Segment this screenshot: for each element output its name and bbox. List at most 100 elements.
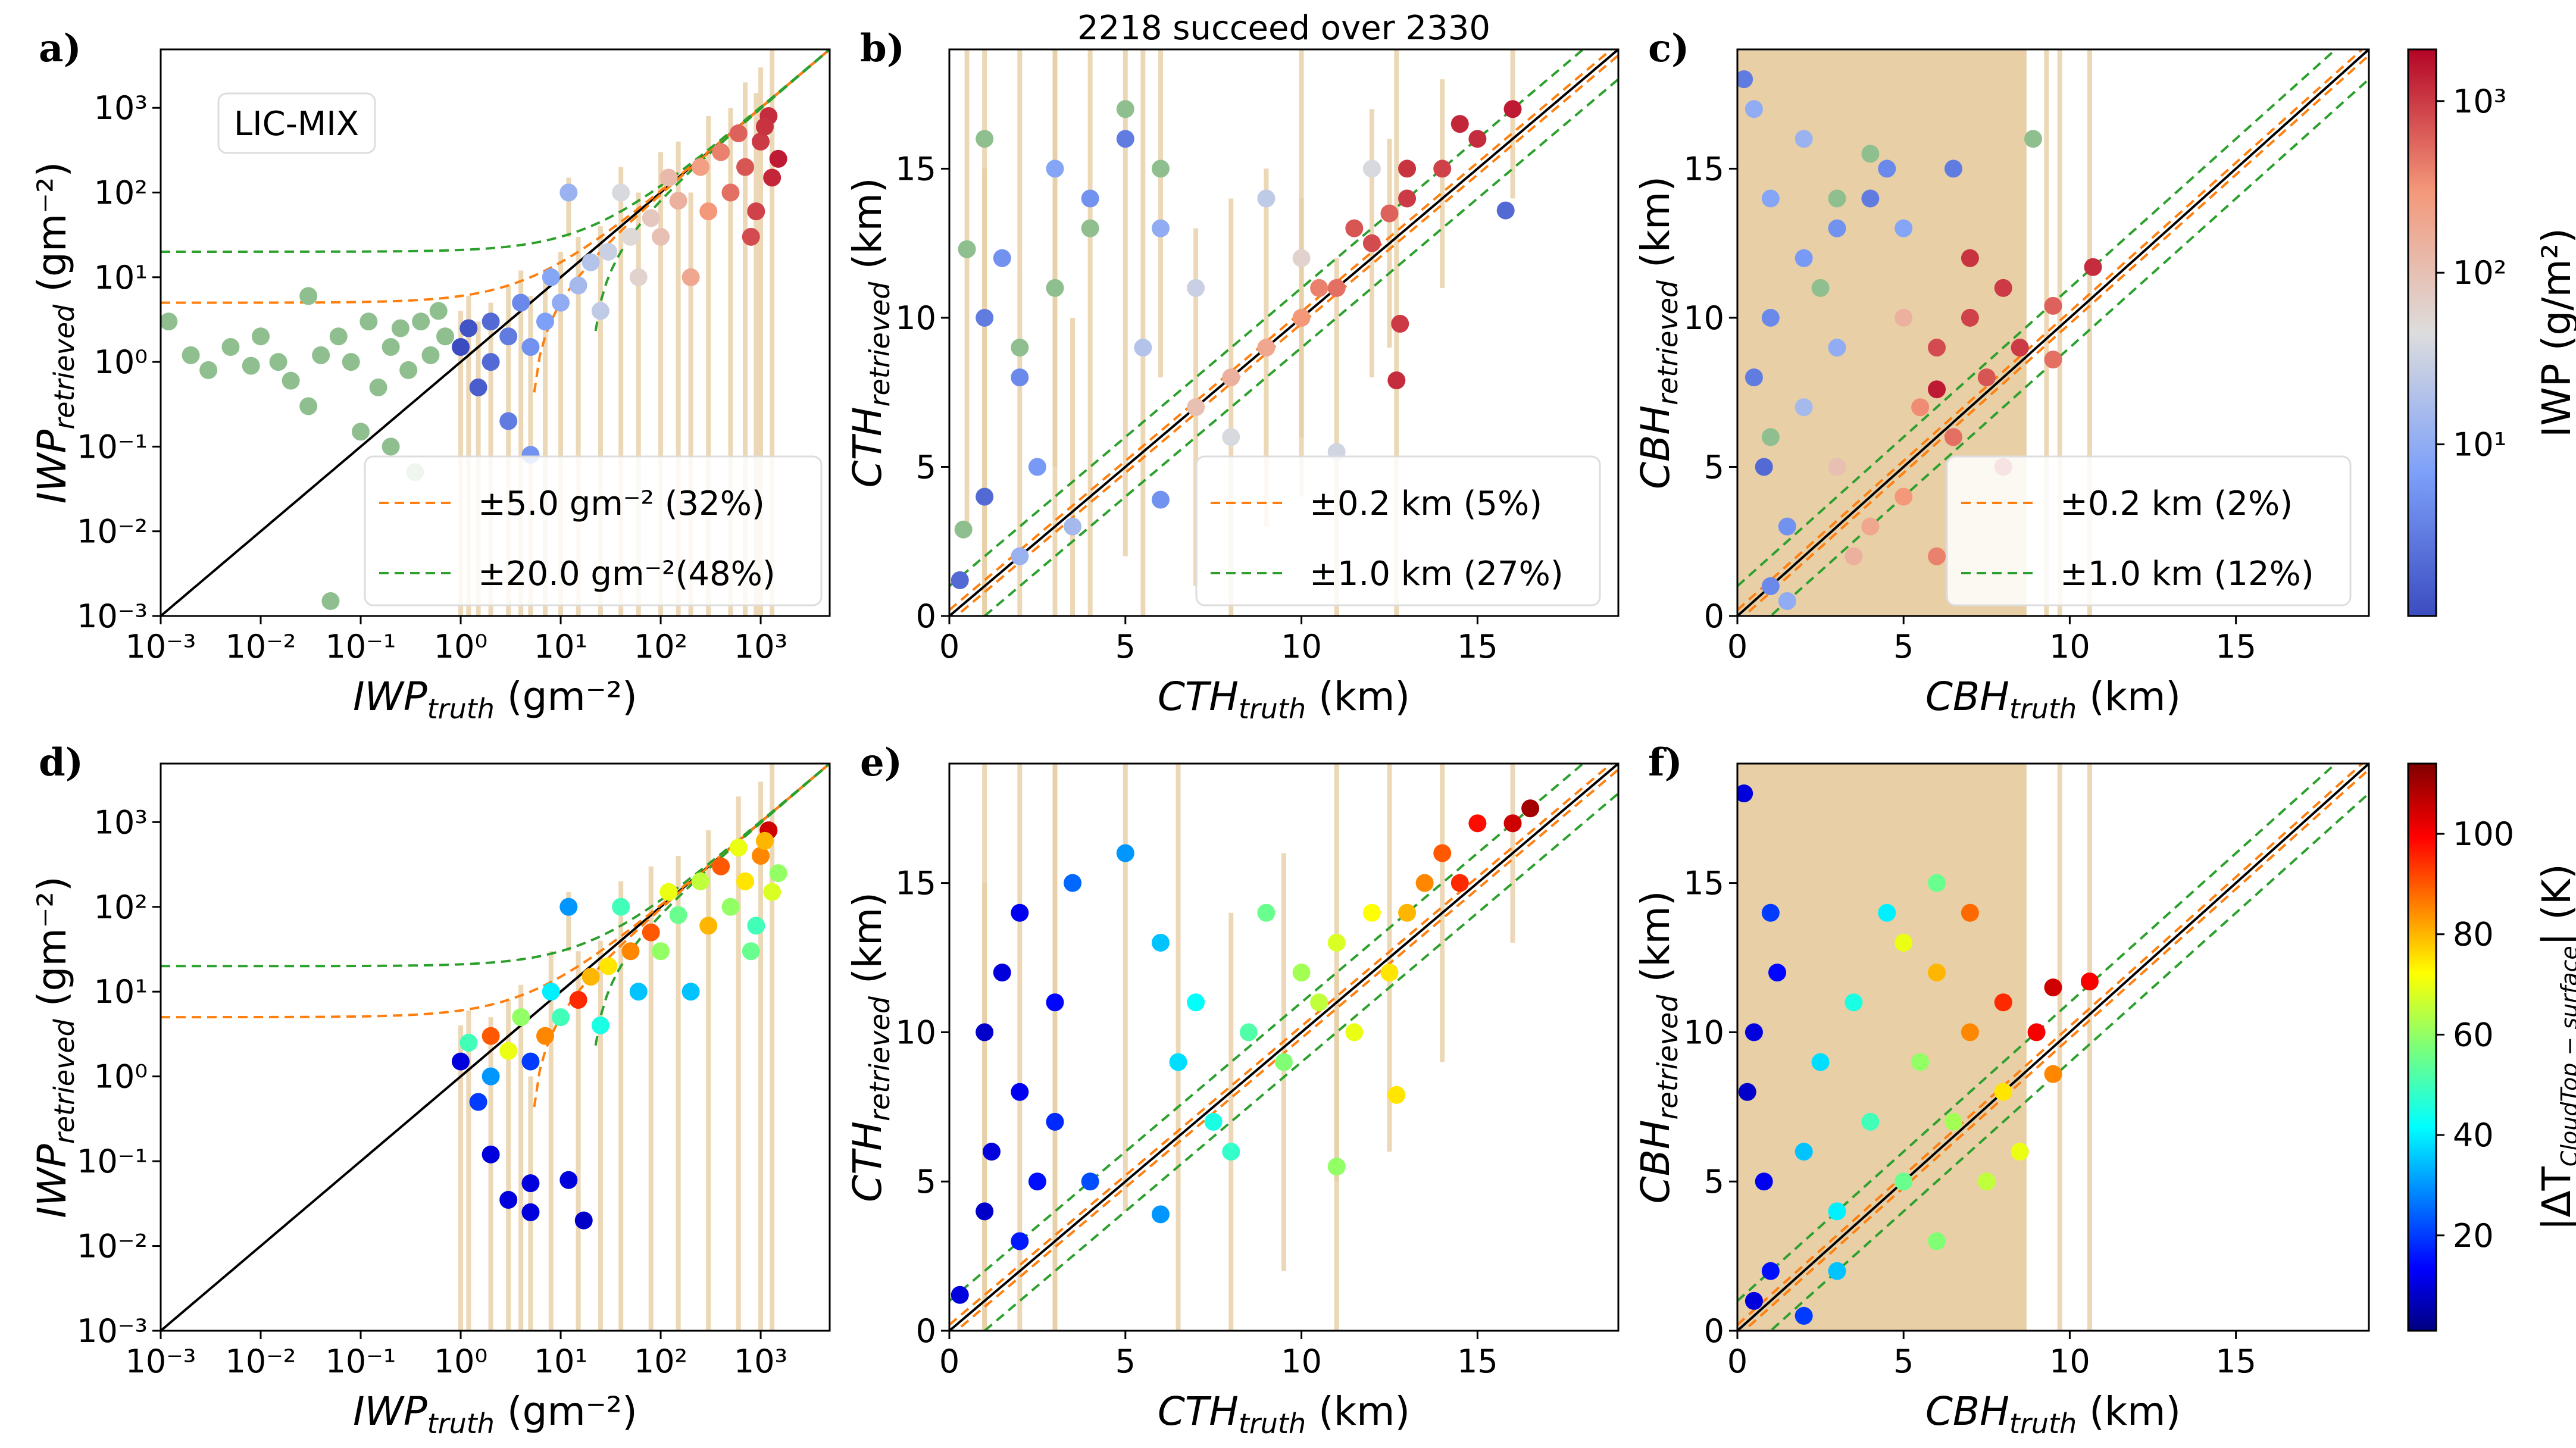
data-point [1011,368,1029,387]
legend: ±0.2 km (5%) ±1.0 km (27%) [1195,455,1601,606]
data-point [659,168,678,187]
data-point [1828,1202,1846,1221]
y-tick-label: 10¹ [94,259,148,296]
data-point [582,968,600,986]
data-point [1755,458,1773,476]
x-tick-label: 10⁻³ [126,628,196,665]
data-point [976,1202,994,1221]
data-point [2044,351,2062,369]
legend-label: ±20.0 gm⁻²(48%) [478,555,776,593]
data-point [1761,428,1780,446]
data-point [1778,592,1796,610]
data-point [512,1008,530,1027]
x-tick-label: 10⁻¹ [326,628,396,665]
data-point [342,353,360,371]
data-point [681,268,700,286]
data-point [736,158,755,176]
x-tick-label: 5 [1893,628,1914,665]
colorbar-tick-label: 10¹ [2453,426,2506,464]
data-point [2084,258,2102,276]
data-point [1994,279,2012,297]
data-point [2027,1023,2046,1042]
data-point [1977,1172,1996,1191]
y-tick-label: 0 [1704,1312,1724,1350]
y-tick-label: 10³ [94,803,148,841]
data-point [1011,1083,1029,1101]
data-point [1398,160,1417,178]
data-point [1795,130,1813,148]
figure-title: 2218 succeed over 2330 [1077,9,1490,48]
data-point [1081,219,1099,237]
tolerance-line [949,49,1614,611]
panel-label: c) [1648,26,1689,71]
tolerance-line [1742,768,2369,1331]
data-point [1845,993,1863,1012]
data-point [1362,903,1381,922]
data-point [1064,517,1082,536]
data-point [1878,160,1896,178]
data-point [1828,219,1846,237]
data-point [1151,490,1170,509]
data-point [542,983,560,1001]
data-point [352,423,370,441]
data-point [1187,279,1205,297]
data-point [1187,993,1205,1012]
x-axis-label: CBHtruth (km) [1925,1388,2181,1440]
data-point [1811,1053,1830,1071]
data-point [1433,844,1452,862]
colorbar-tick-label: 40 [2453,1117,2494,1154]
data-point [752,132,770,151]
tolerance-line [161,49,830,253]
y-tick-label: 10⁻² [77,1228,148,1265]
tolerance-line [594,764,830,1046]
x-tick-label: 10³ [734,1343,787,1380]
x-tick-label: 10² [634,1343,687,1380]
data-point [652,942,670,961]
data-point [721,183,740,202]
x-axis-label: CTHtruth (km) [1158,674,1410,725]
data-point [521,338,540,356]
data-point [2080,972,2099,991]
data-point [629,268,648,286]
data-point [958,240,976,258]
colorbar-gradient [2407,762,2437,1332]
data-point [2011,339,2029,357]
data-point [612,183,630,202]
data-point [299,287,318,305]
data-point [1761,903,1780,922]
data-point [312,346,330,364]
data-point [599,242,618,261]
tolerance-line [1742,54,2369,616]
data-point [1011,547,1029,565]
data-point [1398,189,1417,208]
data-point [1928,1232,1946,1250]
legend-box [1195,455,1601,606]
data-point [521,1052,540,1071]
data-point [559,1171,578,1189]
legend-box [1946,455,2352,606]
x-tick-label: 10 [2049,628,2090,665]
axes-frame [1736,762,2370,1332]
y-tick-label: 10² [94,889,148,926]
data-point [1275,1053,1293,1071]
x-axis-label: CBHtruth (km) [1925,674,2181,725]
y-tick-label: 0 [916,598,936,635]
data-point [1327,1158,1346,1176]
data-point [1327,279,1346,297]
data-point [755,831,774,850]
data-point [1169,1053,1187,1071]
tolerance-line [983,78,1618,616]
data-point [1292,249,1311,267]
data-point [469,378,487,396]
data-point [1380,964,1399,982]
x-tick-label: 0 [1727,628,1747,665]
data-point [569,991,587,1009]
legend: ±0.2 km (2%) ±1.0 km (12%) [1946,455,2352,606]
data-point [1450,115,1469,133]
data-point [993,964,1011,982]
y-axis-label: IWPretrieved (gm⁻²) [29,162,80,503]
data-point [1944,428,1962,446]
legend-label: ±1.0 km (27%) [1309,555,1564,593]
y-tick-label: 5 [1704,1163,1724,1200]
data-point [982,1143,1001,1161]
